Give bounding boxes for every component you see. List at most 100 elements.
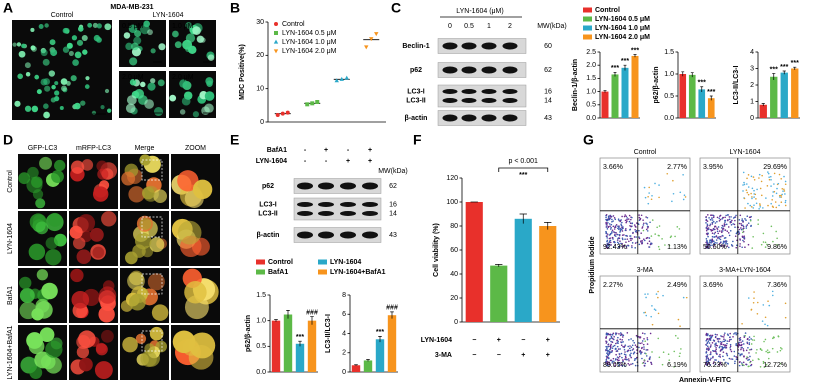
event xyxy=(607,364,609,367)
event xyxy=(761,320,764,322)
event xyxy=(630,352,632,355)
event xyxy=(608,243,611,246)
event xyxy=(616,339,618,342)
cell xyxy=(141,186,155,200)
legend-label: LYN-1604 1.0 μM xyxy=(595,25,650,32)
event xyxy=(741,346,743,349)
event xyxy=(718,237,721,240)
event xyxy=(759,204,761,207)
event xyxy=(718,338,721,340)
event xyxy=(638,236,640,238)
event xyxy=(715,239,718,241)
event xyxy=(753,204,755,206)
event xyxy=(630,239,632,242)
event xyxy=(722,244,725,247)
event xyxy=(637,223,640,226)
event xyxy=(771,195,774,197)
event xyxy=(784,204,787,207)
error-bar xyxy=(310,316,314,325)
event xyxy=(738,364,741,367)
event xyxy=(645,352,647,355)
event xyxy=(722,351,725,353)
event xyxy=(634,357,636,360)
event xyxy=(736,244,738,247)
cell xyxy=(151,304,169,321)
bar xyxy=(387,315,397,372)
significance: *** xyxy=(791,60,799,67)
blot-row-label: LC3-I xyxy=(407,88,425,95)
event xyxy=(752,207,755,209)
event xyxy=(625,215,628,218)
event xyxy=(724,219,727,222)
event xyxy=(750,338,752,340)
event xyxy=(635,356,638,359)
y-tick-label: 8 xyxy=(342,292,346,299)
event xyxy=(623,345,626,348)
event xyxy=(640,240,642,243)
legend-swatch xyxy=(583,16,592,22)
event xyxy=(685,296,688,299)
event xyxy=(658,356,661,359)
event xyxy=(639,218,641,221)
event xyxy=(708,335,711,337)
event xyxy=(611,341,614,343)
event xyxy=(647,293,649,295)
cell xyxy=(129,79,137,86)
event xyxy=(739,239,741,241)
event xyxy=(608,223,611,225)
mw-label: 14 xyxy=(544,97,552,104)
event xyxy=(732,336,734,338)
event xyxy=(638,237,641,240)
event xyxy=(741,218,744,220)
event xyxy=(729,332,731,335)
y-tick-label: 0.5 xyxy=(664,93,674,100)
event xyxy=(748,358,750,361)
event xyxy=(657,337,660,340)
cell xyxy=(134,232,152,250)
event xyxy=(706,354,709,356)
event xyxy=(770,202,772,205)
cell xyxy=(76,249,92,265)
event xyxy=(781,193,783,196)
band xyxy=(481,66,497,74)
event xyxy=(650,235,653,237)
event xyxy=(622,244,625,247)
event xyxy=(607,246,610,249)
event xyxy=(764,323,766,326)
event xyxy=(713,361,715,363)
event xyxy=(711,221,714,224)
event xyxy=(710,219,712,221)
event xyxy=(674,334,677,337)
event xyxy=(606,362,609,365)
data-point xyxy=(334,78,339,83)
bar xyxy=(307,320,317,372)
error-bar xyxy=(690,72,694,78)
event xyxy=(666,172,669,175)
legend-swatch xyxy=(318,269,327,275)
event xyxy=(717,226,720,228)
cell xyxy=(19,276,32,290)
event xyxy=(719,356,722,358)
y-tick-label: 0 xyxy=(454,319,458,326)
event xyxy=(753,297,755,299)
event xyxy=(734,219,736,222)
event xyxy=(608,350,611,353)
plot-frame xyxy=(599,157,691,255)
event xyxy=(648,192,650,194)
event xyxy=(606,357,608,359)
cell xyxy=(157,79,165,87)
event xyxy=(614,244,617,246)
y-tick-label: 100 xyxy=(446,199,458,206)
event xyxy=(605,360,607,363)
event xyxy=(625,356,627,359)
significance: *** xyxy=(621,58,629,65)
legend-label: Control xyxy=(268,259,293,266)
cell xyxy=(73,102,81,110)
cell xyxy=(85,76,90,81)
mw-label: 60 xyxy=(544,43,552,50)
event xyxy=(711,219,714,221)
event xyxy=(711,232,714,235)
event xyxy=(706,225,708,227)
event xyxy=(605,355,608,358)
error-bar xyxy=(761,103,765,107)
